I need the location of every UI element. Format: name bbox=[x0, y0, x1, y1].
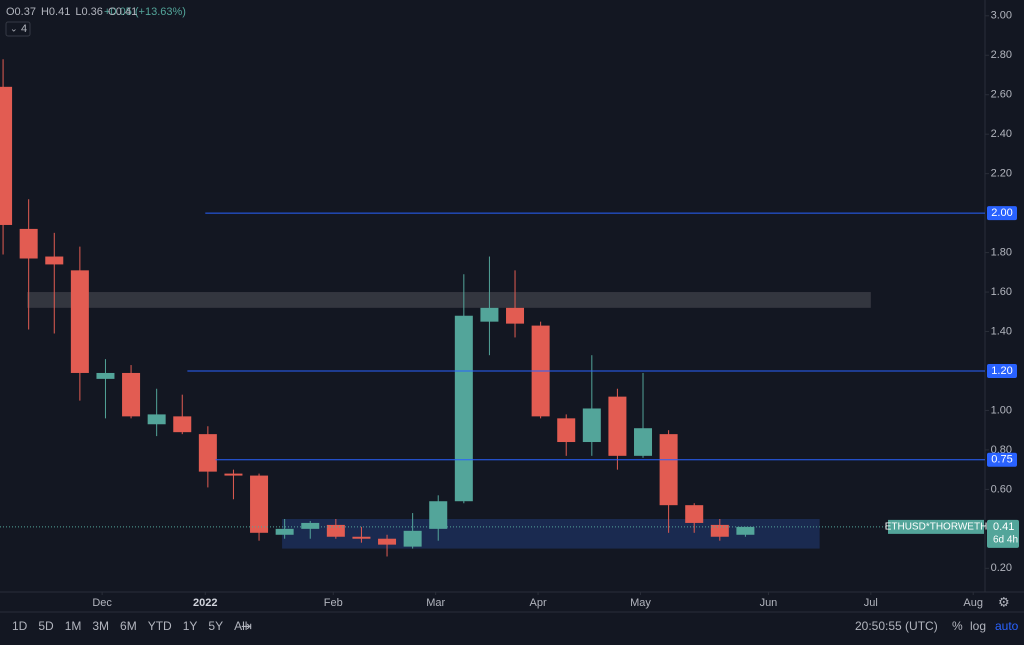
x-tick-label: Mar bbox=[426, 597, 445, 609]
ohlc-value: L0.36 bbox=[75, 6, 103, 18]
candle-body bbox=[608, 396, 627, 456]
range-button[interactable]: 1Y bbox=[183, 619, 198, 633]
candle-body bbox=[736, 526, 755, 535]
candle-body bbox=[96, 372, 115, 379]
symbol-label: ETHUSD*THORWETH bbox=[885, 522, 988, 533]
y-tick-label: 2.20 bbox=[991, 168, 1012, 180]
range-button[interactable]: 5D bbox=[38, 619, 54, 633]
chevron: ⌄ bbox=[10, 23, 18, 33]
range-button[interactable]: 1M bbox=[65, 619, 82, 633]
x-tick-label: Jul bbox=[864, 597, 878, 609]
level-label: 1.20 bbox=[991, 365, 1012, 377]
percent-toggle[interactable]: % bbox=[952, 619, 963, 633]
level-box bbox=[987, 452, 1017, 467]
price-label: 0.41 bbox=[993, 521, 1014, 533]
settings-icon[interactable]: ⚙ bbox=[998, 594, 1010, 609]
y-tick-label: 1.00 bbox=[991, 404, 1012, 416]
zone bbox=[27, 292, 871, 308]
candle-body bbox=[378, 538, 397, 545]
candle-body bbox=[480, 307, 499, 322]
x-tick-label: Apr bbox=[530, 597, 547, 609]
candle-body bbox=[326, 524, 345, 537]
level-label: 2.00 bbox=[991, 207, 1012, 219]
y-tick-label: 1.40 bbox=[991, 325, 1012, 337]
range-button[interactable]: 5Y bbox=[208, 619, 223, 633]
candle-body bbox=[429, 501, 448, 529]
candle-body bbox=[301, 522, 320, 529]
x-tick-label: Dec bbox=[92, 597, 112, 609]
y-tick-label: 2.80 bbox=[991, 49, 1012, 61]
y-tick-label: 2.40 bbox=[991, 128, 1012, 140]
candle-body bbox=[506, 307, 525, 324]
ohlc-value: H0.41 bbox=[41, 6, 70, 18]
candle-body bbox=[45, 256, 64, 265]
candle-body bbox=[275, 528, 294, 535]
log-toggle[interactable]: log bbox=[970, 619, 986, 633]
y-tick-label: 0.60 bbox=[991, 483, 1012, 495]
range-button[interactable]: YTD bbox=[148, 619, 172, 633]
candle-body bbox=[634, 428, 653, 456]
candle-body bbox=[454, 315, 473, 502]
x-tick-label: May bbox=[630, 597, 651, 609]
range-button[interactable]: 6M bbox=[120, 619, 137, 633]
level-box bbox=[987, 363, 1017, 378]
y-tick-label: 3.00 bbox=[991, 10, 1012, 22]
ohlc-value: C0.41 bbox=[108, 6, 137, 18]
countdown: 6d 4h bbox=[993, 535, 1018, 546]
change: +0.05 (+13.63%) bbox=[104, 6, 186, 18]
candle-body bbox=[685, 505, 704, 523]
candle-body bbox=[198, 434, 217, 472]
indicator-count[interactable]: 4 bbox=[21, 23, 27, 35]
level-label: 0.75 bbox=[991, 454, 1012, 466]
y-tick-label: 1.80 bbox=[991, 246, 1012, 258]
x-tick-label: Aug bbox=[963, 597, 983, 609]
y-tick-label: 0.20 bbox=[991, 562, 1012, 574]
candle-body bbox=[122, 372, 141, 417]
candle-body bbox=[250, 475, 269, 533]
y-tick-label: 2.60 bbox=[991, 89, 1012, 101]
clock: 20:50:55 (UTC) bbox=[855, 619, 938, 633]
candle-body bbox=[352, 536, 371, 539]
price-box bbox=[987, 519, 1019, 548]
candle-body bbox=[582, 408, 601, 443]
plot bbox=[0, 59, 871, 557]
auto-toggle[interactable]: auto bbox=[995, 619, 1019, 633]
candle-body bbox=[710, 524, 729, 537]
range-button[interactable]: 1D bbox=[12, 619, 28, 633]
candle-body bbox=[557, 418, 576, 443]
indicator-box[interactable] bbox=[5, 21, 31, 37]
x-tick-label: Jun bbox=[760, 597, 778, 609]
candle-body bbox=[0, 86, 13, 225]
x-tick-label: Feb bbox=[324, 597, 343, 609]
x-tick-label: 2022 bbox=[193, 597, 217, 609]
symbol-box bbox=[888, 519, 984, 534]
zone bbox=[282, 518, 820, 549]
y-tick-label: 1.60 bbox=[991, 286, 1012, 298]
candle-body bbox=[659, 434, 678, 506]
goto-icon[interactable]: ⇥ bbox=[241, 618, 252, 633]
ohlc-value: O0.37 bbox=[6, 6, 36, 18]
candle-body bbox=[19, 228, 38, 259]
candle-body bbox=[70, 270, 89, 373]
range-button[interactable]: 3M bbox=[92, 619, 109, 633]
range-button[interactable]: All bbox=[234, 619, 247, 633]
level-box bbox=[987, 206, 1017, 221]
candle-body bbox=[224, 473, 243, 476]
candle-body bbox=[147, 414, 166, 425]
candle-body bbox=[403, 530, 422, 547]
candle-body bbox=[173, 416, 192, 433]
